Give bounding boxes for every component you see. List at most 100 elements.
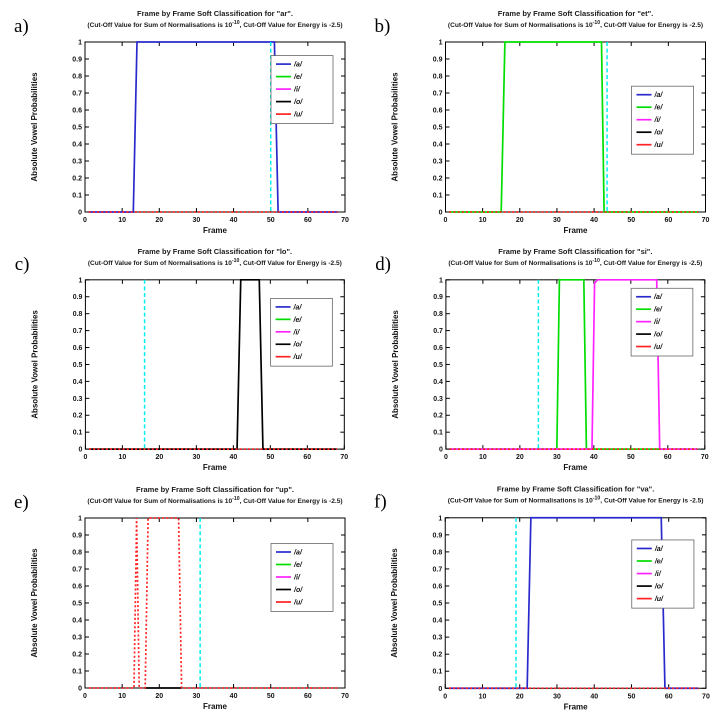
vowel-probability-chart: f) Frame by Frame Soft Classification for… — [374, 485, 710, 712]
legend-item: /a/ — [275, 304, 303, 311]
legend-item: /a/ — [276, 62, 303, 69]
y-tick-label: 0.9 — [432, 532, 442, 539]
legend-label: /a/ — [293, 550, 303, 557]
y-tick-label: 0.5 — [72, 601, 82, 608]
legend-box: /a/ /e/ /i/ /o/ /u/ — [270, 298, 333, 367]
legend-label: /o/ — [293, 587, 303, 594]
panel-letter-label: c) — [15, 254, 30, 275]
x-tick-label: 10 — [479, 217, 487, 224]
legend-item: /e/ — [636, 559, 664, 566]
y-tick-label: 0.4 — [73, 379, 83, 386]
x-tick-label: 30 — [193, 693, 201, 700]
legend-item: /e/ — [275, 317, 302, 324]
legend-label: /i/ — [654, 571, 662, 578]
y-tick-label: 0.7 — [72, 91, 82, 98]
legend-item: /a/ — [276, 550, 303, 557]
legend-label: /a/ — [293, 304, 303, 311]
x-tick-label: 20 — [155, 454, 163, 461]
x-tick-label: 50 — [267, 217, 275, 224]
chart-subtitle: (Cut-Off Value for Sum of Normalisations… — [87, 496, 342, 505]
legend-label: /i/ — [293, 575, 301, 582]
x-axis-label: Frame — [563, 463, 587, 472]
panel-a: a) Frame by Frame Soft Classification for… — [0, 0, 360, 238]
y-tick-label: 0.3 — [72, 635, 82, 642]
y-tick-label: 0.4 — [72, 618, 82, 625]
x-tick-label: 70 — [702, 217, 710, 224]
y-tick-label: 0 — [438, 686, 442, 693]
x-tick-label: 50 — [628, 693, 636, 700]
y-tick-label: 0.2 — [72, 176, 82, 183]
x-tick-label: 40 — [590, 693, 598, 700]
legend-item: /u/ — [276, 112, 303, 119]
legend-label: /e/ — [654, 105, 664, 112]
legend-label: /o/ — [654, 130, 664, 137]
x-tick-label: 50 — [266, 454, 274, 461]
y-axis-label: Absolute Vowel Probabilities — [30, 548, 39, 658]
y-tick-label: 0.5 — [433, 125, 443, 132]
y-tick-label: 0.7 — [432, 566, 442, 573]
legend-item: /o/ — [276, 587, 303, 594]
chart-subtitle: (Cut-Off Value for Sum of Normalisations… — [88, 258, 342, 267]
y-axis-label: Absolute Vowel Probabilities — [391, 72, 400, 182]
panel-b: b) Frame by Frame Soft Classification for… — [360, 0, 721, 238]
y-tick-label: 0.6 — [433, 345, 443, 352]
x-axis-label: Frame — [203, 226, 228, 235]
x-tick-label: 60 — [664, 454, 672, 461]
x-tick-label: 0 — [83, 217, 87, 224]
y-axis-label: Absolute Vowel Probabilities — [31, 310, 40, 419]
chart-subtitle: (Cut-Off Value for Sum of Normalisations… — [448, 20, 703, 29]
y-tick-label: 0.5 — [432, 601, 442, 608]
legend-label: /u/ — [293, 354, 303, 361]
legend-label: /i/ — [654, 117, 662, 124]
legend-item: /o/ — [636, 332, 663, 339]
y-tick-label: 0.7 — [72, 567, 82, 574]
y-tick-label: 0.7 — [433, 328, 443, 335]
y-tick-label: 0.9 — [72, 57, 82, 64]
y-tick-label: 0.8 — [433, 311, 443, 318]
legend-item: /u/ — [276, 600, 303, 607]
y-tick-label: 0.9 — [73, 294, 83, 301]
x-tick-label: 50 — [267, 693, 275, 700]
x-tick-label: 30 — [192, 454, 200, 461]
legend-label: /e/ — [653, 307, 663, 314]
y-tick-label: 0.6 — [73, 345, 83, 352]
panel-f: f) Frame by Frame Soft Classification for… — [360, 475, 721, 715]
x-tick-label: 10 — [479, 454, 487, 461]
x-tick-label: 0 — [443, 693, 447, 700]
x-tick-label: 70 — [340, 454, 348, 461]
legend-item: /u/ — [636, 344, 663, 351]
x-tick-label: 30 — [553, 693, 561, 700]
x-axis-label: Frame — [564, 702, 589, 711]
x-tick-label: 0 — [83, 454, 87, 461]
y-tick-label: 1 — [438, 515, 442, 522]
y-tick-label: 0.1 — [433, 193, 443, 200]
x-tick-label: 70 — [701, 454, 709, 461]
x-tick-label: 0 — [444, 454, 448, 461]
legend-label: /u/ — [293, 600, 303, 607]
y-tick-label: 0.5 — [433, 362, 443, 369]
y-axis-label: Absolute Vowel Probabilities — [30, 72, 39, 182]
y-tick-label: 0.9 — [433, 57, 443, 64]
y-tick-label: 0.2 — [433, 413, 443, 420]
y-tick-label: 0.2 — [72, 652, 82, 659]
chart-subtitle: (Cut-Off Value for Sum of Normalisations… — [448, 496, 704, 505]
y-tick-label: 0.7 — [73, 328, 83, 335]
y-tick-label: 0.1 — [432, 669, 442, 676]
legend-item: /u/ — [636, 142, 664, 149]
legend-item: /e/ — [276, 562, 303, 569]
x-tick-label: 60 — [303, 454, 311, 461]
legend-item: /o/ — [636, 584, 664, 591]
legend-box: /a/ /e/ /i/ /o/ /u/ — [630, 287, 694, 357]
x-tick-label: 10 — [479, 693, 487, 700]
y-tick-label: 0.2 — [432, 652, 442, 659]
legend-label: /i/ — [653, 319, 661, 326]
x-tick-label: 70 — [702, 693, 710, 700]
legend-item: /i/ — [275, 329, 300, 336]
x-tick-label: 30 — [553, 454, 561, 461]
y-tick-label: 0.1 — [433, 430, 443, 437]
chart-title: Frame by Frame Soft Classification for "… — [137, 9, 293, 18]
y-tick-label: 0.8 — [72, 550, 82, 557]
y-tick-label: 1 — [79, 277, 83, 284]
x-tick-label: 0 — [83, 693, 87, 700]
x-tick-label: 50 — [627, 454, 635, 461]
